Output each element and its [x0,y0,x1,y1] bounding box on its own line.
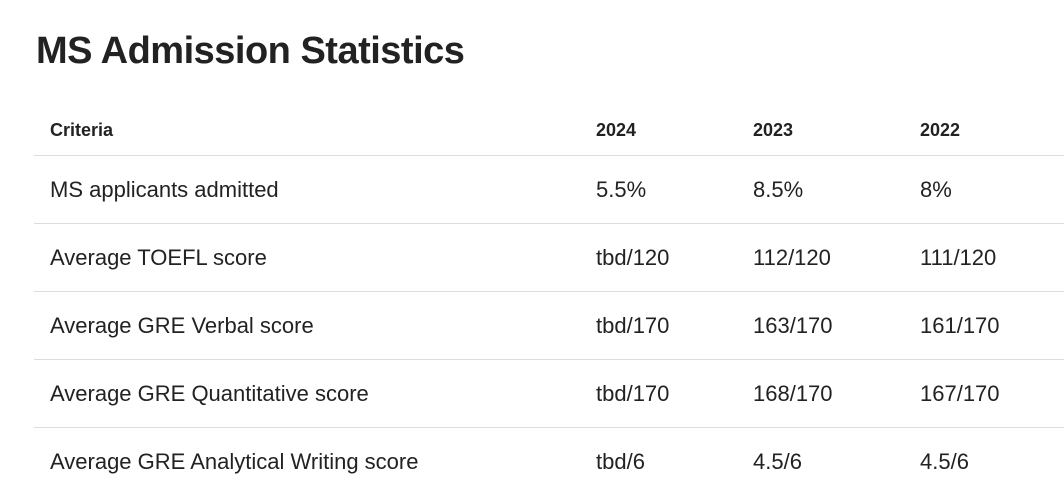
header-row: Criteria 2024 2023 2022 [34,105,1064,156]
table-cell: Average GRE Analytical Writing score [50,448,419,474]
table-cell: tbd/6 [596,448,645,474]
table-cell: 168/170 [753,380,833,406]
table-cell: 163/170 [753,312,833,338]
table-cell: 8.5% [753,176,804,202]
header-cell: 2022 [920,119,961,140]
table-cell: Average TOEFL score [50,244,267,270]
table-cell: tbd/170 [596,312,670,338]
table-cell: MS applicants admitted [50,176,279,202]
table-row: Average GRE Verbal score tbd/170 163/170 16… [34,292,1064,360]
table-cell: 167/170 [920,380,1000,406]
header-cell: Criteria [50,119,114,140]
table-row: MS applicants admitted 5.5% 8.5% 8% [34,156,1064,224]
table-cell: 4.5/6 [920,448,969,474]
table-cell: Average GRE Verbal score [50,312,314,338]
stats-table: Criteria 2024 2023 2022 MS applicants admitt… [34,105,1064,495]
table-cell: 161/170 [920,312,1000,338]
table-cell: 5.5% [596,176,647,202]
table-cell: tbd/120 [596,244,670,270]
page-title: MS Admission Statistics [36,30,465,72]
table-cell: 4.5/6 [753,448,802,474]
header-cell: 2024 [596,119,637,140]
table-cell: 111/120 [920,244,997,270]
table-cell: 8% [920,176,952,202]
table-row: Average GRE Quantitative score tbd/170 168… [34,360,1064,428]
table-cell: tbd/170 [596,380,670,406]
header-cell: 2023 [753,119,794,140]
table-cell: Average GRE Quantitative score [50,380,369,406]
table-row: Average TOEFL score tbd/120 112/120 111/120 [34,224,1064,292]
table-row: Average GRE Analytical Writing score tbd/… [34,428,1064,495]
table-cell: 112/120 [753,244,831,270]
